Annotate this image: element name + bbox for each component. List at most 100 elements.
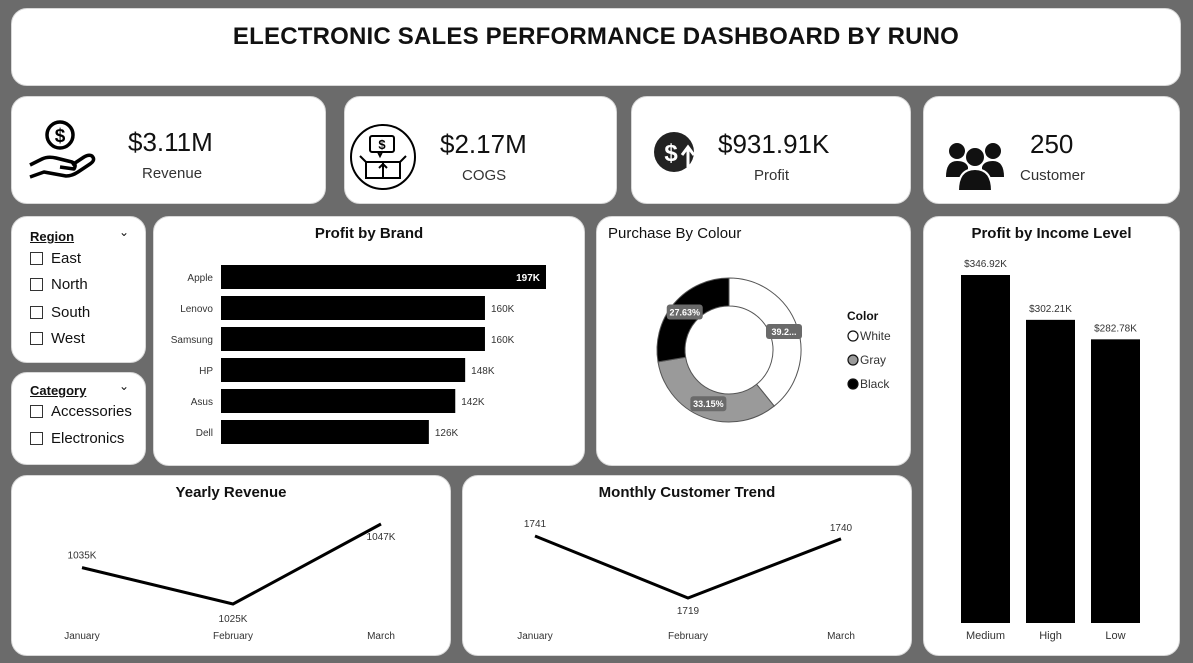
legend-marker xyxy=(847,354,859,366)
data-label: 1047K xyxy=(367,532,396,543)
category-slicer[interactable]: Category ⌄ Accessories Electronics xyxy=(11,372,146,465)
data-label: $282.78K xyxy=(1094,323,1137,334)
profit-value: $931.91K xyxy=(718,129,830,159)
bar xyxy=(221,296,485,320)
profit-card[interactable]: $ $931.91K Profit xyxy=(631,96,911,204)
legend-marker xyxy=(847,330,859,342)
profit-by-brand-chart: Apple 197K Lenovo 160K Samsung 160K HP 148K Asus… xyxy=(171,265,546,444)
category-option-label: Electronics xyxy=(51,430,125,447)
category-label: January xyxy=(64,631,100,642)
region-option-label: South xyxy=(51,304,91,321)
profit-label: Profit xyxy=(754,167,790,184)
data-label: 27.63% xyxy=(669,308,700,318)
region-option-north[interactable]: North xyxy=(30,276,88,293)
data-label: 39.2... xyxy=(771,327,796,337)
bar xyxy=(961,275,1010,623)
checkbox[interactable] xyxy=(30,332,43,345)
cogs-value: $2.17M xyxy=(440,129,527,159)
data-label: 126K xyxy=(435,428,459,439)
checkbox[interactable] xyxy=(30,432,43,445)
bar xyxy=(221,327,485,351)
region-slicer[interactable]: Region ⌄ East North South West xyxy=(11,216,146,363)
bar xyxy=(221,420,429,444)
customer-card[interactable]: 250 Customer xyxy=(923,96,1180,204)
dollar-up-arrow-icon: $ xyxy=(654,132,696,172)
customer-value: 250 xyxy=(1030,129,1074,159)
category-label: Lenovo xyxy=(180,304,213,315)
data-label: 1035K xyxy=(68,551,97,562)
chart-title: Profit by Income Level xyxy=(971,225,1132,242)
category-label: March xyxy=(827,631,855,642)
svg-text:$: $ xyxy=(55,126,66,147)
checkbox[interactable] xyxy=(30,405,43,418)
chevron-down-icon[interactable]: ⌄ xyxy=(118,225,129,239)
category-option-accessories[interactable]: Accessories xyxy=(30,403,132,420)
data-label: 142K xyxy=(461,397,485,408)
yearly-revenue-card: Yearly Revenue 1035K January 1025K February… xyxy=(11,475,451,656)
dashboard-title: ELECTRONIC SALES PERFORMANCE DASHBOARD B… xyxy=(232,23,960,50)
data-label-bg xyxy=(766,324,802,339)
category-label: Medium xyxy=(966,630,1005,642)
region-option-south[interactable]: South xyxy=(30,304,90,321)
svg-text:$: $ xyxy=(378,137,386,152)
region-option-east[interactable]: East xyxy=(30,250,81,267)
chart-title: Yearly Revenue xyxy=(175,484,287,501)
data-label: 1719 xyxy=(677,606,700,617)
people-group-icon xyxy=(946,143,1004,192)
region-slicer-title: Region xyxy=(30,229,75,244)
region-option-label: East xyxy=(51,250,82,267)
category-label: Apple xyxy=(187,273,213,284)
profit-by-income-chart: $346.92K Medium $302.21K High $282.78K Low xyxy=(961,259,1140,642)
data-label-bg xyxy=(666,304,703,320)
cogs-card[interactable]: $ $2.17M COGS xyxy=(344,96,617,204)
data-label-bg xyxy=(690,396,727,412)
category-label: Low xyxy=(1105,630,1125,642)
legend-label: Black xyxy=(860,377,890,391)
svg-text:$: $ xyxy=(664,140,678,167)
region-option-label: West xyxy=(51,330,85,347)
category-label: February xyxy=(213,631,253,642)
category-label: HP xyxy=(199,366,213,377)
bar xyxy=(221,358,466,382)
region-option-label: North xyxy=(51,276,88,293)
category-label: March xyxy=(367,631,395,642)
checkbox[interactable] xyxy=(30,306,43,319)
title-card: ELECTRONIC SALES PERFORMANCE DASHBOARD B… xyxy=(11,8,1181,86)
donut-slice xyxy=(728,277,802,407)
category-label: Asus xyxy=(191,397,213,408)
purchase-by-colour-chart: 39.2... 33.15% 27.63% White Gray Black xyxy=(656,277,891,423)
data-label: 1741 xyxy=(524,519,547,530)
category-option-electronics[interactable]: Electronics xyxy=(30,430,124,447)
revenue-card[interactable]: $ $3.11M Revenue xyxy=(11,96,326,204)
legend-marker xyxy=(847,378,859,390)
legend-label: Gray xyxy=(860,353,886,367)
chevron-down-icon[interactable]: ⌄ xyxy=(118,379,129,393)
category-label: Dell xyxy=(196,428,213,439)
box-dollar-icon: $ xyxy=(350,124,416,190)
data-label: $346.92K xyxy=(964,259,1007,270)
cogs-label: COGS xyxy=(462,167,507,184)
profit-by-brand-card: Profit by Brand Apple 197K Lenovo 160K Samsu… xyxy=(153,216,585,466)
profit-by-income-card: Profit by Income Level $346.92K Medium $30… xyxy=(923,216,1180,656)
monthly-customer-chart: 1741 January 1719 February 1740 March xyxy=(517,519,855,642)
series-line xyxy=(534,534,842,600)
chart-title: Purchase By Colour xyxy=(608,225,742,242)
data-label: 148K xyxy=(471,366,495,377)
category-slicer-title: Category xyxy=(30,383,87,398)
bar xyxy=(1026,319,1075,623)
category-option-label: Accessories xyxy=(51,403,132,420)
yearly-revenue-chart: 1035K January 1025K February 1047K March xyxy=(64,522,396,642)
data-label: 160K xyxy=(491,304,515,315)
chart-title: Monthly Customer Trend xyxy=(598,484,776,501)
legend-title: Color xyxy=(847,309,879,323)
bar xyxy=(221,389,456,413)
checkbox[interactable] xyxy=(30,252,43,265)
legend-label: White xyxy=(860,329,891,343)
bar xyxy=(1091,339,1140,623)
checkbox[interactable] xyxy=(30,278,43,291)
region-option-west[interactable]: West xyxy=(30,330,85,347)
chart-title: Profit by Brand xyxy=(314,225,424,242)
data-label: 1740 xyxy=(830,523,853,534)
data-label: 197K xyxy=(516,273,541,284)
category-label: January xyxy=(517,631,553,642)
